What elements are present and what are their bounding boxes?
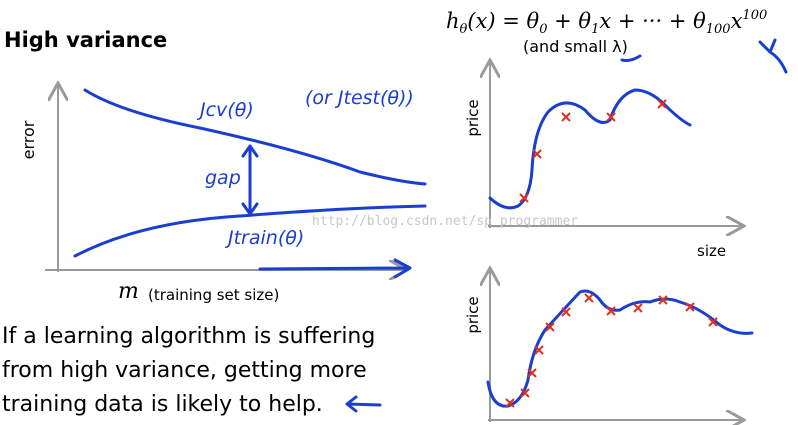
watermark: http://blog.csdn.net/sp_programmer: [312, 214, 578, 229]
data-points: [505, 293, 718, 408]
title: High variance: [4, 28, 167, 52]
formula-note: (and small λ): [523, 37, 628, 56]
gap-label: gap: [205, 167, 241, 189]
fit-top: price size: [464, 62, 742, 260]
y-axis-label: price: [464, 296, 482, 333]
train-label: Jtrain(θ): [224, 227, 304, 249]
fit-curve: [486, 289, 754, 408]
formula: hθ(x) = θ0 + θ1x + ··· + θ100x100: [446, 8, 767, 37]
hand-x-arrow: [258, 258, 412, 279]
x-axis-symbol: m: [118, 279, 139, 304]
fit-curve: [488, 88, 692, 210]
test-label: (or Jtest(θ)): [305, 87, 414, 109]
cv-label: Jcv(θ): [196, 99, 254, 121]
hand-arrow: [620, 38, 788, 74]
gap-arrow: [241, 144, 259, 216]
x-axis-label: size: [697, 242, 726, 260]
y-axis-label: error: [19, 120, 38, 159]
body-line: If a learning algorithm is suffering: [2, 324, 375, 349]
learning-curve: error Jcv(θ) (or Jtest(θ)) gap Jtrain(θ)…: [19, 85, 427, 304]
train-curve: [73, 204, 427, 258]
y-axis-label: price: [464, 99, 482, 136]
body-line: training data is likely to help.: [2, 392, 323, 417]
hand-arrow: [345, 395, 382, 413]
fit-bottom: price: [464, 270, 754, 422]
body-text: If a learning algorithm is suffering fro…: [2, 324, 375, 417]
x-axis-label: (training set size): [148, 286, 279, 304]
cv-curve: [83, 88, 427, 186]
body-line: from high variance, getting more: [2, 358, 367, 383]
data-points: [519, 99, 667, 203]
